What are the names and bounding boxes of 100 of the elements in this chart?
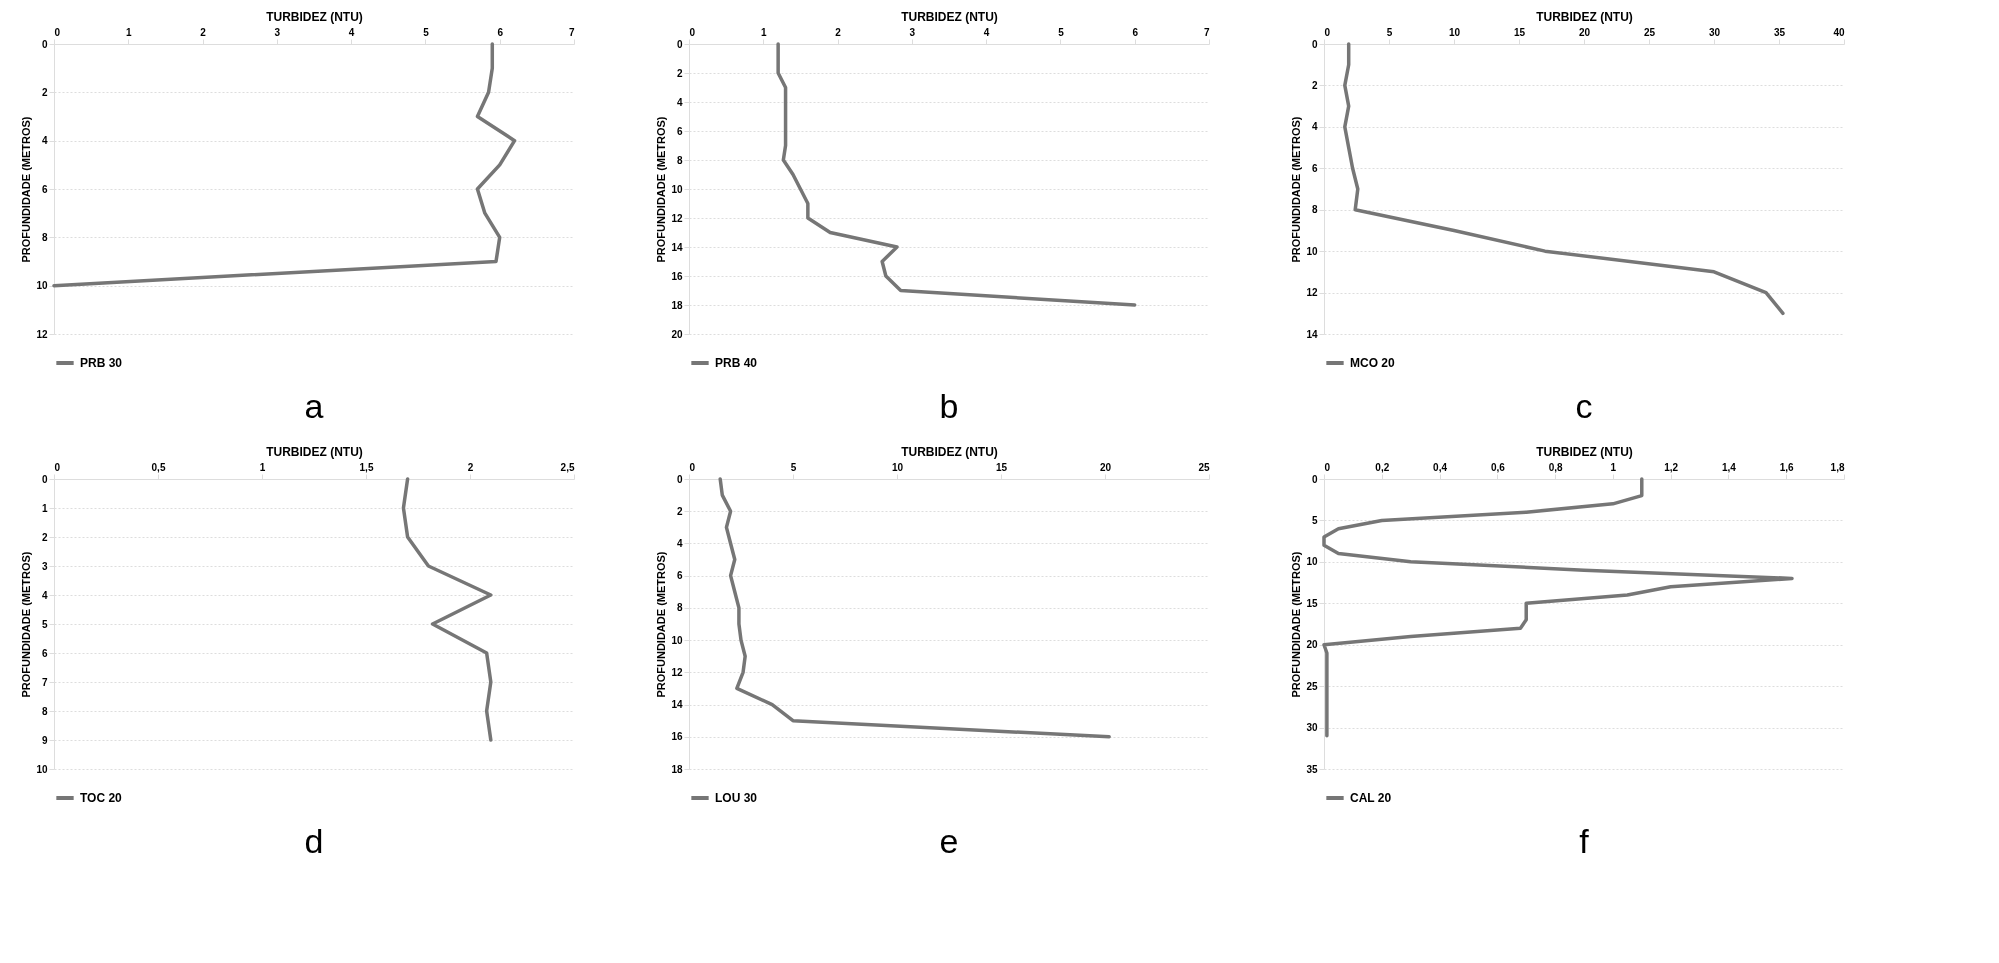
x-tick-label: 2,5: [560, 461, 575, 473]
y-tick-label: 10: [1306, 245, 1318, 257]
text: e: [939, 822, 959, 860]
text: d: [304, 822, 324, 860]
x-tick-label: 7: [568, 26, 575, 38]
x-tick-label: 0: [689, 461, 696, 473]
legend-label: PRB 40: [715, 356, 758, 370]
line-series: [718, 477, 1111, 739]
y-tick-label: 12: [1306, 287, 1318, 299]
y-tick-label: 10: [671, 634, 683, 646]
y-tick-label: 8: [676, 602, 683, 614]
y-tick-label: 6: [41, 183, 48, 195]
x-tick-label: 40: [1833, 26, 1845, 38]
x-tick-label: 1,4: [1721, 461, 1737, 473]
y-tick-label: 5: [41, 618, 48, 630]
text: b: [939, 387, 959, 425]
line-series: [776, 42, 1137, 307]
y-tick-label: 14: [671, 241, 683, 253]
x-axis-title: TURBIDEZ (NTU): [901, 444, 998, 459]
y-tick-label: 4: [676, 537, 683, 549]
y-tick-label: 4: [41, 135, 48, 147]
x-tick-label: 4: [983, 26, 990, 38]
y-axis-title: PROFUNDIDADE (METROS): [655, 551, 668, 698]
y-tick-label: 16: [671, 731, 683, 743]
x-tick-label: 5: [790, 461, 797, 473]
x-tick-label: 1: [126, 26, 132, 38]
x-axis-title: TURBIDEZ (NTU): [266, 444, 363, 459]
y-tick-label: 18: [671, 299, 683, 311]
y-tick-label: 25: [1306, 680, 1318, 692]
line-series: [1343, 42, 1785, 316]
x-tick-label: 15: [1513, 26, 1526, 38]
x-tick-label: 25: [1643, 26, 1656, 38]
x-tick-label: 15: [995, 461, 1008, 473]
y-tick-label: 0: [676, 38, 683, 50]
y-tick-label: 10: [36, 280, 48, 292]
x-tick-label: 3: [274, 26, 281, 38]
y-tick-label: 8: [41, 705, 48, 717]
y-tick-label: 3: [41, 560, 48, 572]
y-tick-label: 8: [1311, 204, 1318, 216]
y-tick-label: 20: [671, 328, 683, 340]
y-tick-label: 4: [41, 589, 48, 601]
x-tick-label: 2: [467, 461, 474, 473]
x-tick-label: 1,2: [1664, 461, 1679, 473]
x-tick-label: 4: [348, 26, 355, 38]
y-tick-label: 6: [676, 125, 683, 137]
y-tick-label: 2: [1311, 79, 1318, 91]
x-tick-label: 3: [909, 26, 916, 38]
y-tick-label: 6: [676, 570, 683, 582]
legend-label: MCO 20: [1350, 356, 1395, 370]
x-tick-label: 2: [200, 26, 207, 38]
y-tick-label: 6: [1311, 162, 1318, 174]
line-series: [401, 477, 493, 742]
x-tick-label: 0: [54, 26, 61, 38]
y-axis-title: PROFUNDIDADE (METROS): [20, 551, 33, 698]
y-tick-label: 2: [41, 86, 48, 98]
line-series: [1322, 477, 1794, 738]
y-tick-label: 4: [676, 96, 683, 108]
text: f: [1579, 822, 1590, 860]
x-axis-title: TURBIDEZ (NTU): [901, 9, 998, 24]
x-tick-label: 6: [497, 26, 504, 38]
y-tick-label: 0: [41, 38, 48, 50]
y-tick-label: 12: [36, 328, 48, 340]
y-tick-label: 0: [676, 473, 683, 485]
y-axis-title: PROFUNDIDADE (METROS): [655, 116, 668, 263]
x-tick-label: 0,6: [1490, 461, 1506, 473]
legend-label: PRB 30: [80, 356, 123, 370]
y-tick-label: 14: [671, 699, 683, 711]
y-tick-label: 4: [1311, 121, 1318, 133]
y-tick-label: 35: [1306, 763, 1318, 775]
x-tick-label: 2: [835, 26, 842, 38]
x-tick-label: 5: [1386, 26, 1393, 38]
y-axis-title: PROFUNDIDADE (METROS): [20, 116, 33, 263]
y-tick-label: 5: [1311, 514, 1318, 526]
x-tick-label: 35: [1773, 26, 1786, 38]
y-tick-label: 15: [1306, 597, 1318, 609]
legend-label: TOC 20: [80, 791, 123, 805]
line-series: [52, 42, 517, 288]
x-tick-label: 25: [1198, 461, 1210, 473]
x-tick-label: 7: [1203, 26, 1210, 38]
y-tick-label: 14: [1306, 328, 1318, 340]
y-tick-label: 0: [1311, 38, 1318, 50]
y-tick-label: 18: [671, 763, 683, 775]
y-tick-label: 12: [671, 666, 683, 678]
y-tick-label: 10: [36, 763, 48, 775]
y-tick-label: 2: [41, 531, 48, 543]
x-tick-label: 0: [689, 26, 696, 38]
x-tick-label: 0,2: [1375, 461, 1390, 473]
x-tick-label: 1: [761, 26, 767, 38]
y-tick-label: 9: [41, 734, 48, 746]
y-tick-label: 1: [41, 502, 48, 514]
x-tick-label: 10: [1448, 26, 1461, 38]
legend-label: CAL 20: [1350, 791, 1392, 805]
text: a: [304, 387, 324, 425]
y-tick-label: 2: [676, 505, 683, 517]
x-tick-label: 30: [1708, 26, 1721, 38]
x-tick-label: 20: [1099, 461, 1112, 473]
y-tick-label: 10: [671, 183, 683, 195]
y-tick-label: 0: [41, 473, 48, 485]
x-tick-label: 0: [1324, 461, 1331, 473]
x-tick-label: 1: [1610, 461, 1617, 473]
